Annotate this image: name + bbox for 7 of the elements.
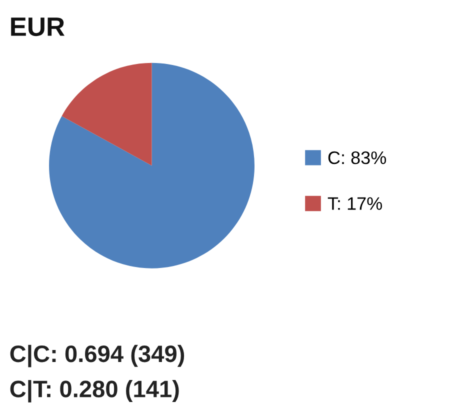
text: C|T: 0.280 (141): [10, 380, 179, 402]
text: C|C: 0.694 (349): [10, 344, 184, 368]
pie-slice: [62, 62, 152, 166]
legend-label: C: 83%: [328, 151, 386, 164]
legend-label: T: 17%: [328, 197, 382, 210]
chart-title: EUR: [11, 18, 65, 36]
pie-slice: [49, 62, 255, 268]
